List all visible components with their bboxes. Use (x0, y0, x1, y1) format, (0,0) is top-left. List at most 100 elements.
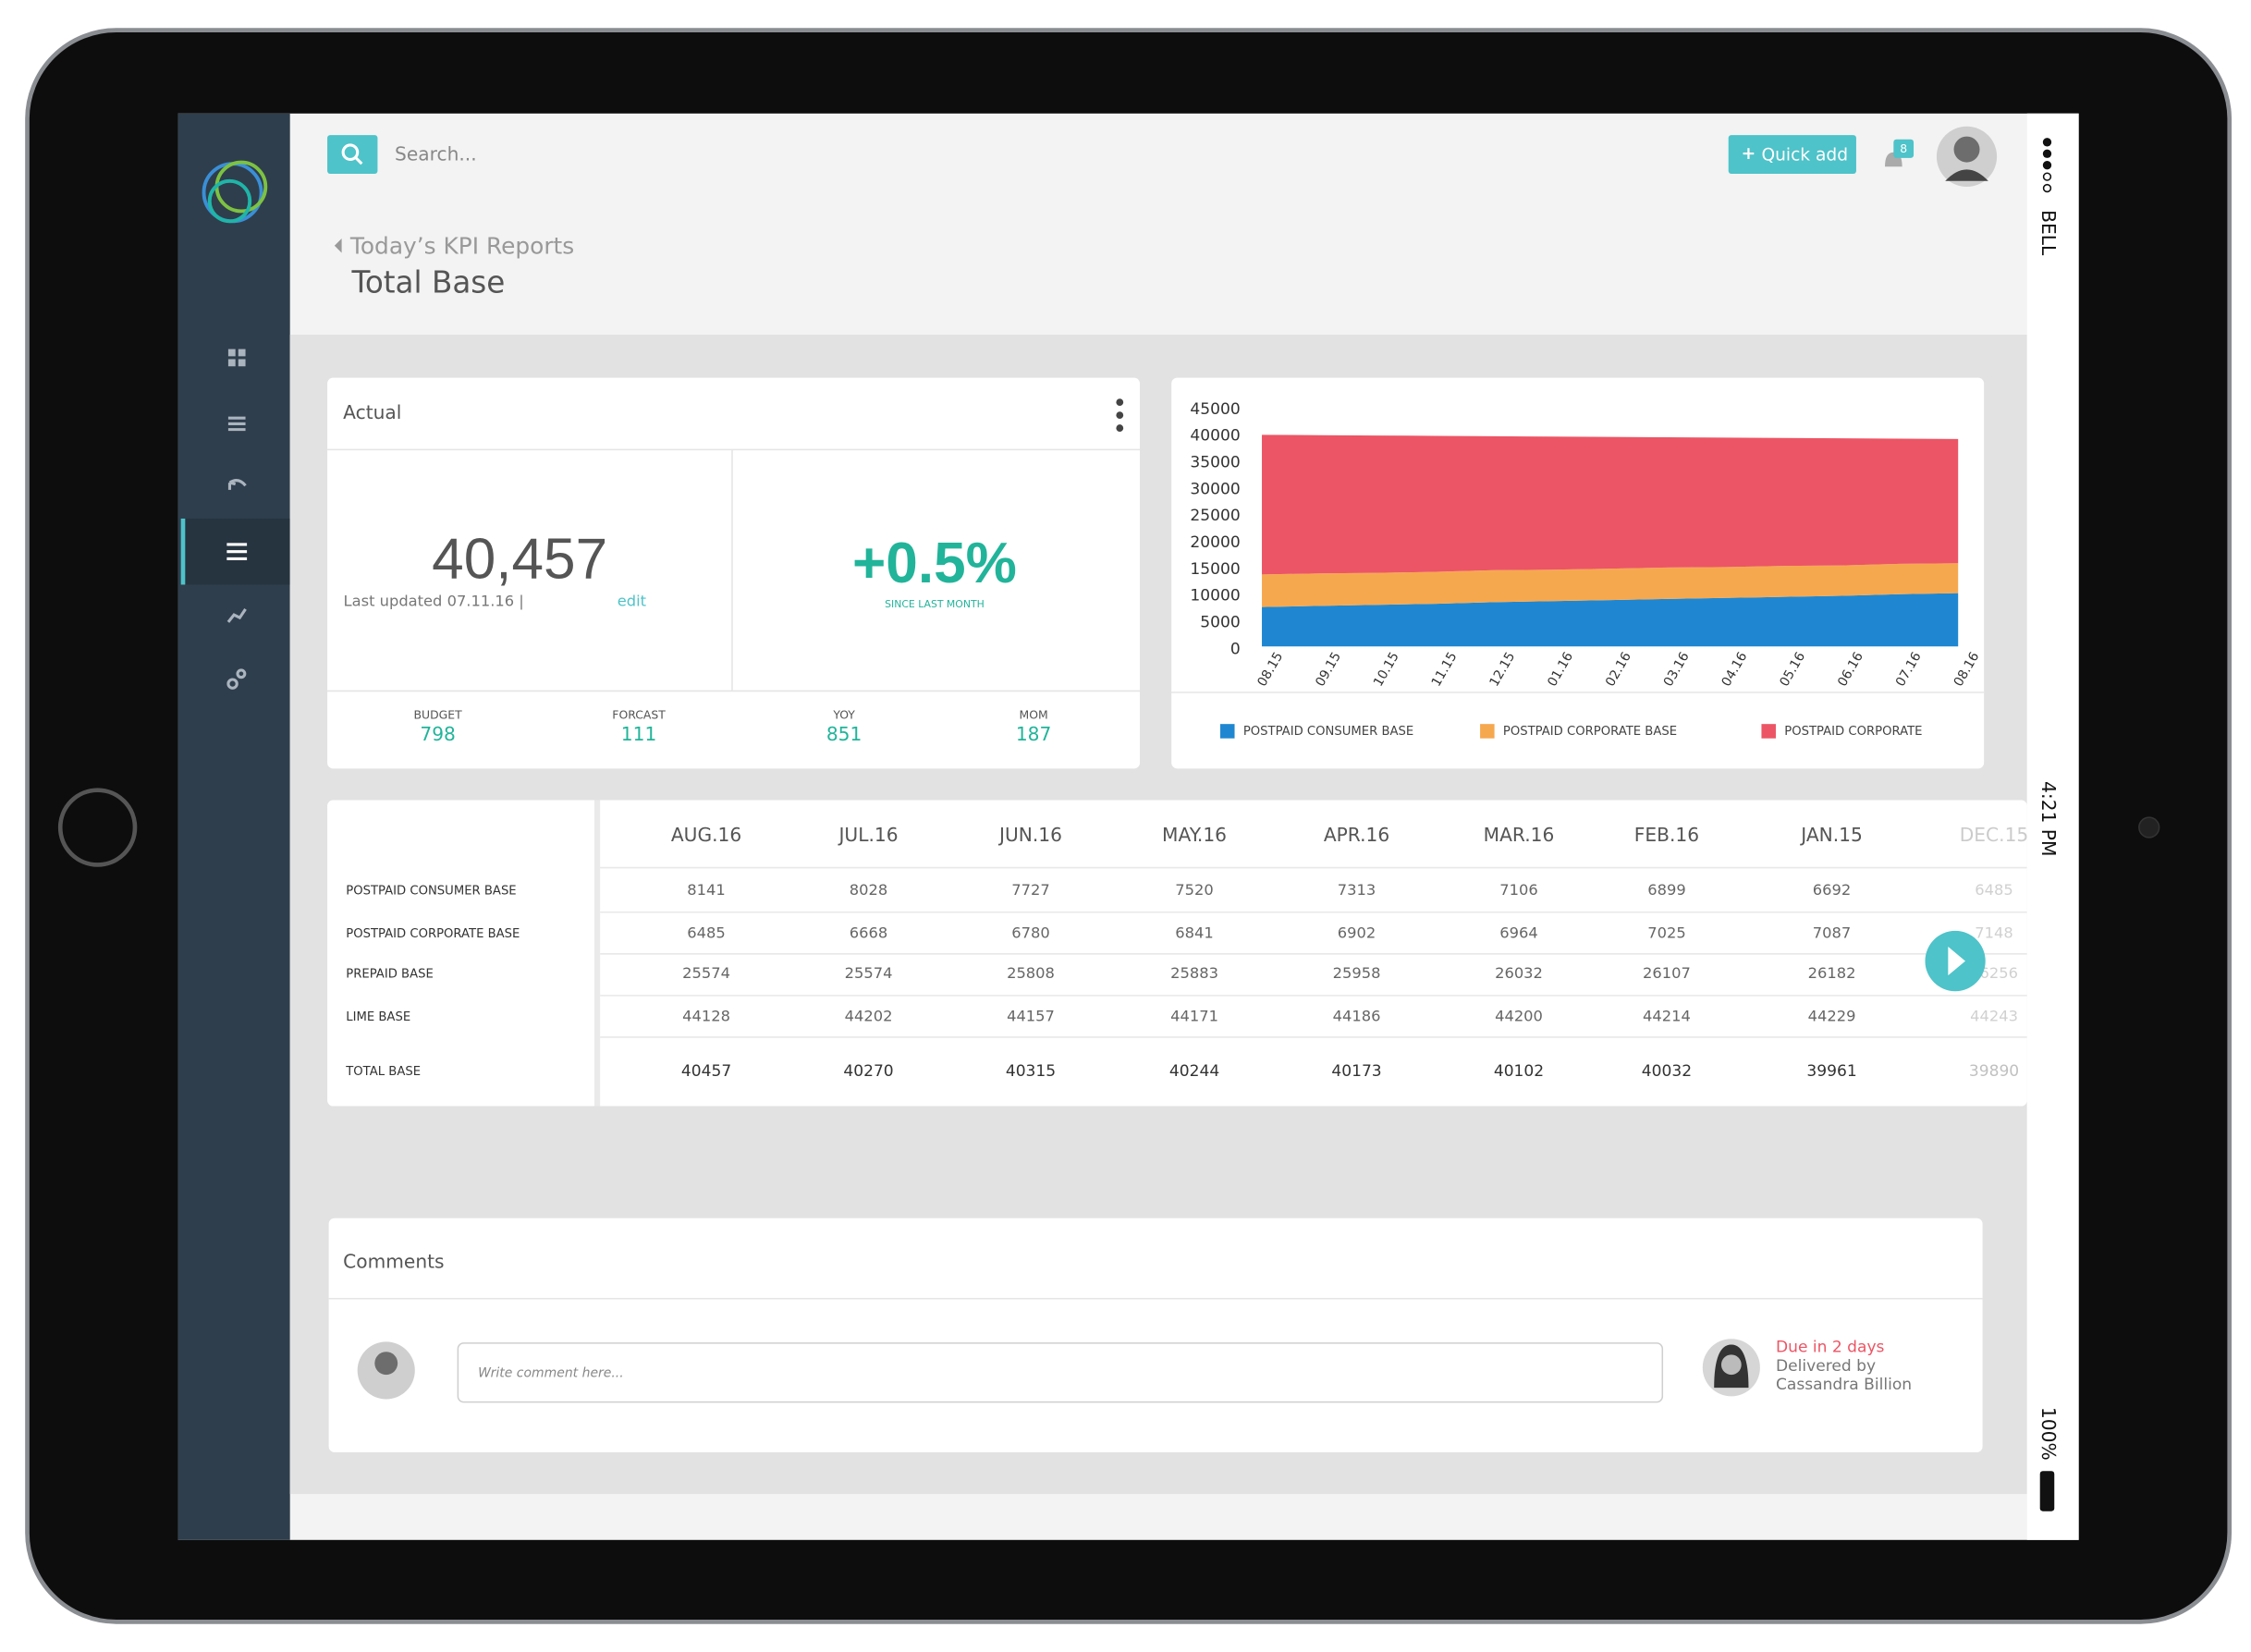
legend-label: POSTPAID CORPORATE BASE (1503, 725, 1677, 739)
search-input[interactable]: Search... (395, 142, 477, 165)
table-shadow (593, 800, 601, 1107)
cell: 40244 (1169, 1062, 1219, 1081)
stat-label: YOY (832, 707, 855, 721)
avatar-body (1945, 169, 1988, 181)
card-menu[interactable] (1116, 398, 1124, 432)
cell: 40315 (1006, 1062, 1056, 1081)
comments-title: Comments (343, 1250, 444, 1272)
comment-placeholder: Write comment here... (478, 1366, 624, 1381)
avatar-face (1720, 1354, 1742, 1376)
edit-link[interactable]: edit (618, 593, 646, 610)
avatar-head (374, 1352, 398, 1376)
change-value: +0.5% (852, 532, 1017, 595)
logo (202, 160, 268, 224)
battery-level: 100% (2037, 1407, 2060, 1461)
comments-card (328, 1218, 1983, 1453)
cell: 6841 (1175, 924, 1213, 942)
cell: 25808 (1007, 964, 1055, 982)
cell: 7025 (1647, 924, 1685, 942)
stat-label: MOM (1020, 707, 1048, 721)
search-button[interactable] (327, 135, 378, 175)
cell: 39961 (1806, 1062, 1856, 1081)
legend-label: POSTPAID CORPORATE (1784, 725, 1922, 739)
cell: 44243 (1970, 1008, 2018, 1025)
column-header: JUL.16 (837, 824, 898, 846)
cell: 44202 (845, 1008, 893, 1025)
stat-value: 851 (826, 723, 862, 745)
nav-undo[interactable] (227, 479, 247, 490)
cell: 44214 (1643, 1008, 1691, 1025)
stat-label: FORCAST (612, 707, 666, 721)
quick-add-button[interactable] (1728, 135, 1856, 175)
cell: 40270 (843, 1062, 893, 1081)
row-label: TOTAL BASE (345, 1065, 421, 1079)
stat-value: 187 (1016, 723, 1052, 745)
nav-settings[interactable] (226, 543, 248, 561)
cell: 26107 (1643, 964, 1691, 982)
y-tick-label: 15000 (1190, 560, 1240, 579)
data-table (327, 800, 2027, 1107)
y-tick-label: 35000 (1190, 454, 1240, 472)
nav-trend[interactable] (226, 607, 247, 623)
cell: 8028 (850, 881, 887, 899)
cell: 44171 (1170, 1008, 1218, 1025)
area-series (1262, 563, 1959, 607)
search-icon (341, 143, 360, 162)
area-series (1262, 434, 1959, 575)
delivered-by: Delivered by (1776, 1357, 1876, 1376)
cell: 6692 (1813, 881, 1851, 899)
nav-gears[interactable] (226, 668, 247, 690)
cell: 6899 (1647, 881, 1685, 899)
legend-swatch (1761, 724, 1776, 739)
legend-swatch (1480, 724, 1495, 739)
y-tick-label: 30000 (1190, 480, 1240, 498)
signal-dots (2042, 138, 2052, 193)
cell: 7727 (1011, 881, 1049, 899)
column-header: JUN.16 (997, 824, 1062, 846)
cell: 44200 (1495, 1008, 1543, 1025)
cell: 8141 (687, 881, 725, 899)
row-label: PREPAID BASE (346, 968, 434, 982)
row-label: POSTPAID CONSUMER BASE (346, 884, 516, 898)
search-icon-handle (355, 156, 363, 165)
comment-input[interactable] (457, 1342, 1664, 1403)
row-label: POSTPAID CORPORATE BASE (346, 927, 520, 941)
nav-list[interactable] (227, 416, 246, 432)
y-tick-label: 45000 (1190, 400, 1240, 419)
cell: 7313 (1338, 881, 1376, 899)
cell: 7087 (1813, 924, 1851, 942)
actual-value: 40,457 (432, 528, 607, 592)
cell: 6964 (1499, 924, 1537, 942)
column-header: JAN.15 (1799, 824, 1863, 846)
cell: 25958 (1333, 964, 1381, 982)
cell: 25883 (1170, 964, 1218, 982)
area-series (1262, 593, 1959, 647)
cell: 44229 (1808, 1008, 1856, 1025)
back-caret[interactable] (334, 238, 342, 253)
cell: 40173 (1331, 1062, 1381, 1081)
cell: 40457 (681, 1062, 731, 1081)
cell: 7106 (1499, 881, 1537, 899)
avatar-head (1953, 136, 1980, 163)
stat-value: 798 (420, 723, 456, 745)
cell: 6485 (1975, 881, 2012, 899)
quick-add-plus: + (1742, 144, 1756, 164)
cell: 25574 (845, 964, 893, 982)
nav-dashboard[interactable] (227, 349, 246, 367)
y-tick-label: 5000 (1200, 614, 1240, 632)
card-title: Actual (343, 401, 401, 423)
stat-value: 111 (621, 723, 657, 745)
cell: 44157 (1007, 1008, 1055, 1025)
cell: 6668 (850, 924, 887, 942)
breadcrumb-parent[interactable]: Today’s KPI Reports (349, 232, 574, 259)
home-button[interactable] (57, 788, 138, 867)
stat-label: BUDGET (414, 707, 463, 721)
cell: 6485 (687, 924, 725, 942)
sidebar (177, 113, 290, 1540)
cell: 44128 (682, 1008, 730, 1025)
cell: 26182 (1808, 964, 1856, 982)
y-tick-label: 25000 (1190, 507, 1240, 525)
page-title: Total Base (350, 265, 505, 300)
